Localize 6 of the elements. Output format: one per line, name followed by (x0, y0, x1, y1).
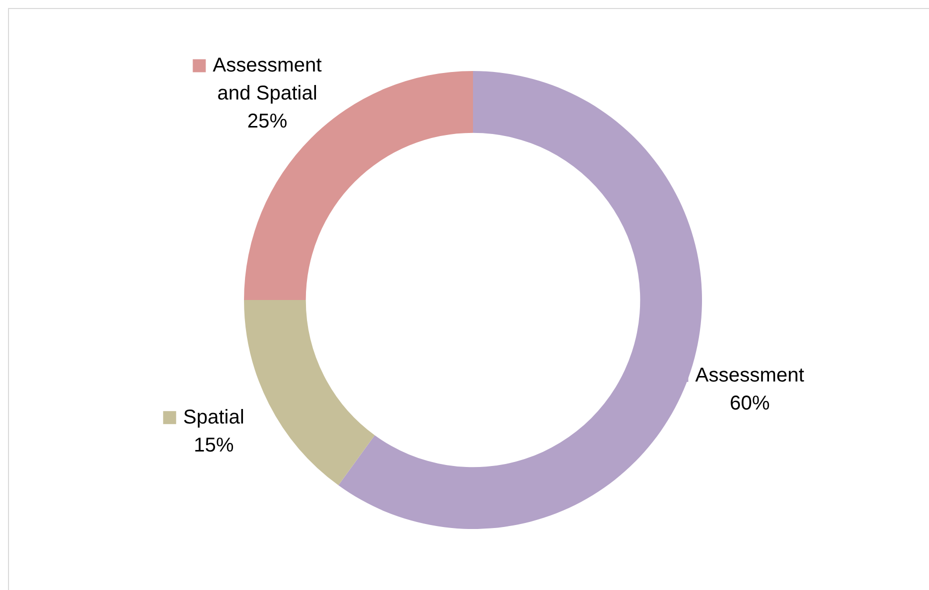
legend-label: Assessment and Spatial (212, 54, 322, 105)
data-label: 25% (247, 110, 288, 133)
legend-label: Spatial (183, 406, 244, 429)
data-label: 60% (730, 392, 770, 414)
legend-label: Assessment (695, 364, 805, 386)
data-label: 15% (194, 434, 234, 457)
